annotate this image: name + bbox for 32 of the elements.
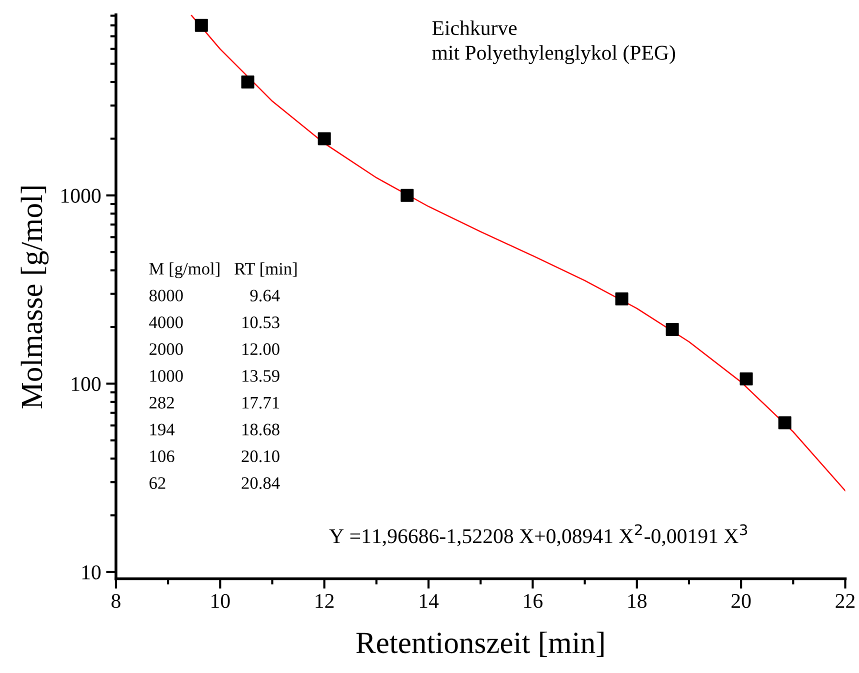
text: 194 18.68 [150, 424, 280, 436]
text: Eichkurve mit Polyethylenglykol (PEG) [432, 20, 676, 64]
text: 4000 10.53 [149, 316, 280, 328]
y-tick-label: 100 [72, 377, 101, 392]
text: 62 20.84 [150, 477, 280, 490]
point [666, 322, 679, 336]
x-tick-label: 10 [212, 594, 230, 608]
annotation: M [g/mol] RT [min] [149, 262, 297, 278]
y-tick-label: 10 [82, 565, 101, 580]
annotation: Y =11,96686-1,52208 X+0,08941 X$^{2}$-0,00191 X$^{3}$ [329, 524, 748, 546]
text: 106 20.10 [150, 450, 280, 462]
y-axis-title: Molmasse [g/mol] [20, 186, 49, 408]
text: 8000 9.64 [149, 290, 280, 302]
x-tick-label: 8 [112, 594, 120, 608]
point [318, 132, 331, 146]
x-tick-label: 22 [836, 594, 855, 608]
x-tick-label: 18 [628, 594, 647, 608]
text: 2000 12.00 [150, 343, 280, 356]
x-tick-label: 14 [420, 594, 439, 608]
point [400, 188, 414, 202]
y-tick-label: 1000 [62, 188, 101, 203]
text: 1000 13.59 [150, 370, 280, 382]
x-tick-label: 16 [524, 594, 542, 608]
x-tick-label: 20 [732, 594, 751, 608]
point [740, 372, 753, 386]
text: 282 17.71 [150, 396, 280, 409]
point [241, 76, 254, 89]
point [194, 18, 208, 32]
x-axis-title: Retentionszeit [min] [356, 632, 604, 657]
point [615, 292, 628, 306]
x-tick-label: 12 [316, 594, 334, 608]
point [778, 416, 792, 430]
